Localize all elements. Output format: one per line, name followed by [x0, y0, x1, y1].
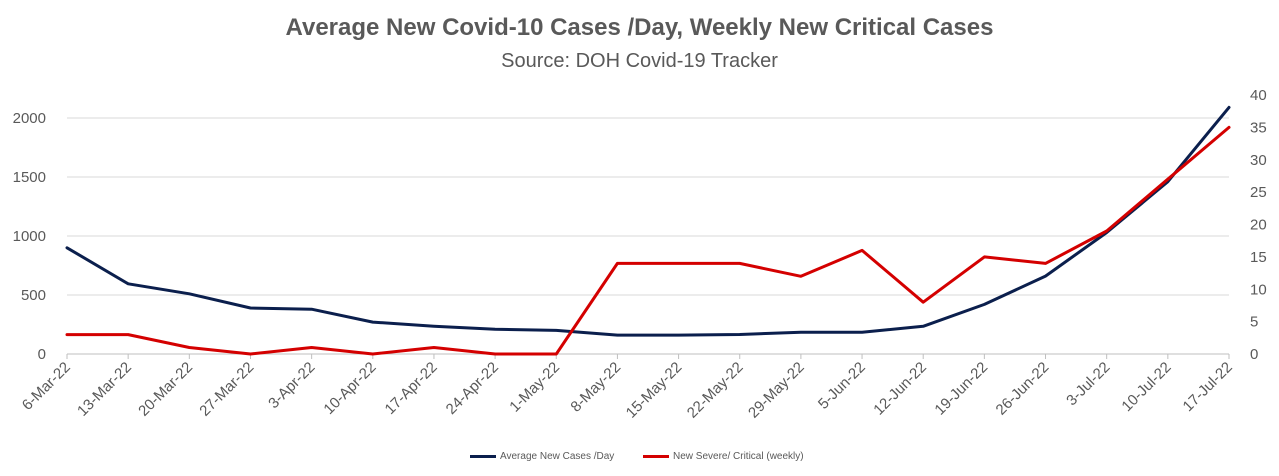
- legend-label-critical: New Severe/ Critical (weekly): [673, 451, 804, 462]
- right-tick-label: 30: [1250, 152, 1267, 169]
- right-tick-label: 0: [1250, 346, 1258, 363]
- x-tick-label: 19-Jun-22: [931, 359, 991, 419]
- x-tick-label: 5-Jun-22: [815, 359, 869, 413]
- legend: Average New Cases /Day New Severe/ Criti…: [0, 451, 1279, 471]
- x-tick-label: 8-May-22: [567, 359, 624, 416]
- left-tick-label: 1500: [13, 169, 46, 186]
- left-tick-label: 1000: [13, 228, 46, 245]
- x-tick-label: 17-Jul-22: [1180, 359, 1236, 415]
- right-tick-label: 10: [1250, 281, 1267, 298]
- chart-title: Average New Covid-10 Cases /Day, Weekly …: [285, 14, 994, 41]
- x-tick-label: 29-May-22: [745, 359, 808, 422]
- x-tick-label: 13-Mar-22: [74, 359, 135, 420]
- x-tick-label: 15-May-22: [623, 359, 686, 422]
- x-tick-label: 6-Mar-22: [19, 359, 74, 414]
- left-tick-label: 500: [21, 287, 46, 304]
- legend-item-critical: New Severe/ Critical (weekly): [643, 451, 804, 462]
- x-tick-label: 20-Mar-22: [135, 359, 196, 420]
- x-tick-label: 27-Mar-22: [196, 359, 257, 420]
- x-tick-label: 3-Jul-22: [1063, 359, 1113, 409]
- right-tick-label: 5: [1250, 314, 1258, 331]
- right-tick-label: 40: [1250, 87, 1267, 104]
- x-tick-label: 1-May-22: [506, 359, 563, 416]
- right-tick-label: 15: [1250, 249, 1267, 266]
- chart-subtitle: Source: DOH Covid-19 Tracker: [501, 50, 778, 72]
- x-tick-label: 10-Apr-22: [320, 359, 379, 418]
- x-tick-label: 22-May-22: [684, 359, 747, 422]
- x-tick-label: 12-Jun-22: [870, 359, 930, 419]
- legend-item-cases: Average New Cases /Day: [470, 451, 614, 462]
- right-tick-label: 25: [1250, 184, 1267, 201]
- legend-swatch-cases: [470, 455, 496, 458]
- x-tick-label: 24-Apr-22: [443, 359, 502, 418]
- right-tick-label: 35: [1250, 119, 1267, 136]
- x-tick-label: 26-Jun-22: [993, 359, 1053, 419]
- legend-swatch-critical: [643, 455, 669, 458]
- left-tick-label: 2000: [13, 110, 46, 127]
- x-tick-label: 10-Jul-22: [1118, 359, 1174, 415]
- x-tick-label: 17-Apr-22: [382, 359, 441, 418]
- series-line-severe-critical: [65, 125, 1231, 356]
- right-tick-label: 20: [1250, 217, 1267, 234]
- series-line-average-cases: [65, 105, 1231, 337]
- x-tick-label: 3-Apr-22: [265, 359, 318, 412]
- legend-label-cases: Average New Cases /Day: [500, 451, 615, 462]
- line-chart: 6-Mar-22 13-Mar-22 20-Mar-22 27-Mar-22 3-Apr…: [13, 87, 1267, 422]
- left-tick-label: 0: [38, 346, 46, 363]
